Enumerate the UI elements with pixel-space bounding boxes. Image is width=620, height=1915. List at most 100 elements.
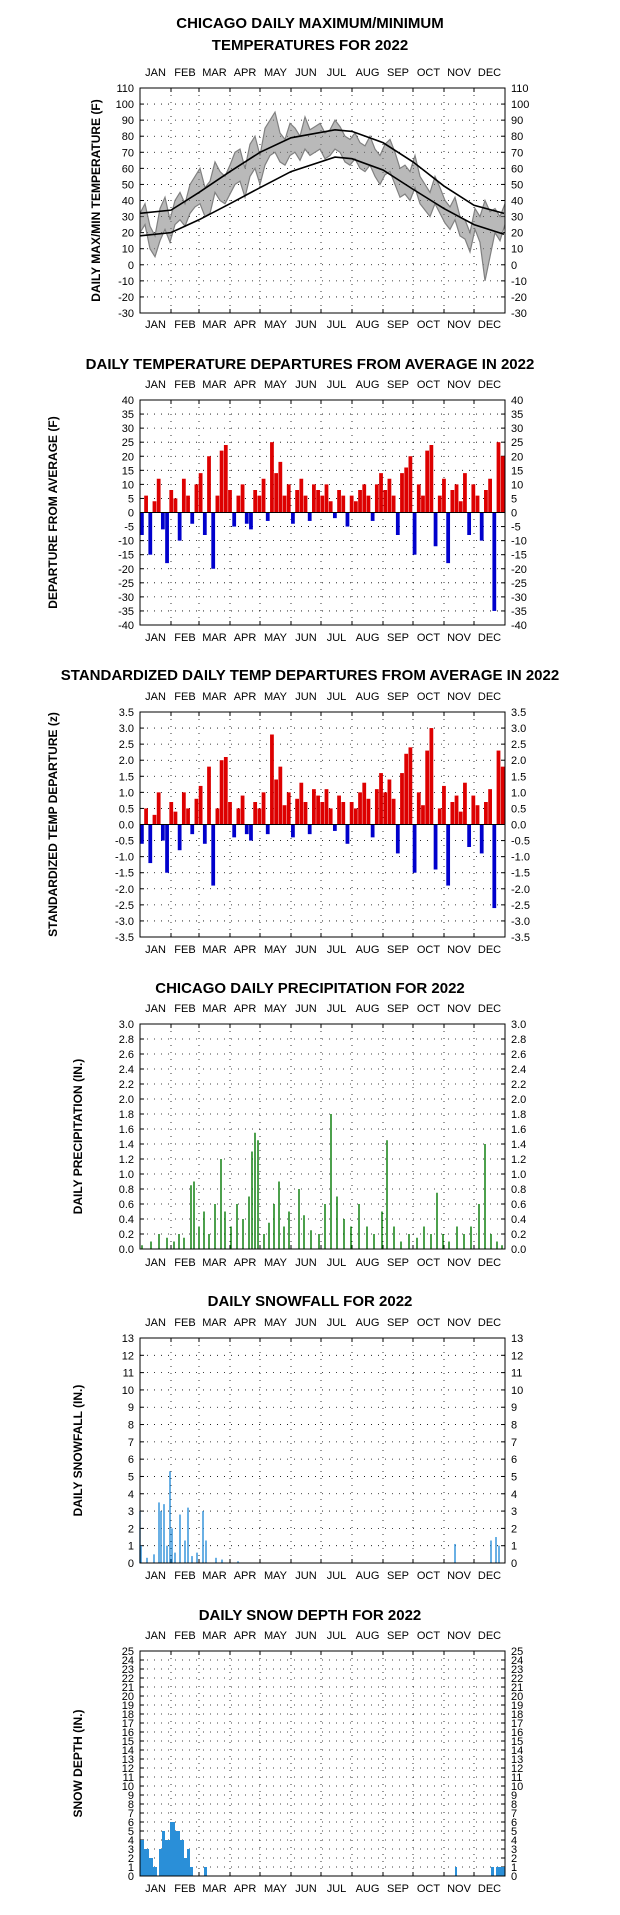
y-tick-label-left: -30 <box>118 308 134 320</box>
month-tick-label: JUN <box>295 944 316 956</box>
departure-bar <box>299 478 304 513</box>
y-tick-label-left: 2 <box>128 1523 134 1535</box>
y-tick-label-left: -20 <box>118 564 134 576</box>
y-tick-label-right: 0 <box>511 1558 517 1570</box>
y-tick-label-left: 8 <box>128 1799 134 1811</box>
y-tick-label-right: -25 <box>511 578 527 590</box>
departure-bar <box>270 734 274 825</box>
month-tick-label: JAN <box>145 1317 166 1329</box>
y-tick-label-right: 6 <box>511 1817 517 1829</box>
month-tick-label: JUL <box>327 1883 347 1895</box>
month-tick-label: MAR <box>202 1883 227 1895</box>
y-tick-label-right: 2.0 <box>511 1094 526 1106</box>
month-tick-label: JAN <box>145 632 166 644</box>
month-tick-label: JUL <box>327 1630 347 1642</box>
month-tick-label: DEC <box>478 632 501 644</box>
y-tick-label-right: 21 <box>511 1682 523 1694</box>
departure-bar <box>492 512 497 611</box>
y-tick-label-left: 14 <box>122 1745 134 1757</box>
y-tick-label-left: 2.4 <box>119 1064 134 1076</box>
departure-bar <box>186 495 190 513</box>
y-tick-label-right: 7 <box>511 1808 517 1820</box>
departure-bar <box>265 824 270 835</box>
month-tick-label: MAR <box>202 1630 227 1642</box>
y-tick-label-left: -5 <box>124 522 134 534</box>
month-tick-label: MAR <box>202 1257 227 1269</box>
chart-title: TEMPERATURES FOR 2022 <box>212 37 408 54</box>
departure-bar <box>282 495 287 513</box>
departure-bar <box>190 512 195 524</box>
y-tick-label-right: 2.8 <box>511 1034 526 1046</box>
y-tick-label-left: -15 <box>118 550 134 562</box>
departure-bar <box>374 484 379 513</box>
departure-bar <box>152 501 157 513</box>
departure-bar <box>165 824 169 873</box>
departure-bar <box>253 490 258 513</box>
y-tick-label-left: -30 <box>118 592 134 604</box>
y-tick-label-right: 0.4 <box>511 1214 526 1226</box>
month-tick-label: SEP <box>387 319 409 331</box>
y-tick-label-right: 3.0 <box>511 723 526 735</box>
month-tick-label: AUG <box>356 691 380 703</box>
month-tick-label: AUG <box>356 1003 380 1015</box>
month-tick-label: JUN <box>295 1570 316 1582</box>
y-tick-label-left: 16 <box>122 1727 134 1739</box>
y-tick-label-right: 3.5 <box>511 707 526 719</box>
month-tick-label: JAN <box>145 319 166 331</box>
month-tick-label: JUN <box>295 67 316 79</box>
month-tick-label: NOV <box>447 67 472 79</box>
month-tick-label: APR <box>234 1883 257 1895</box>
departure-bar <box>160 824 165 841</box>
departure-bar <box>181 478 186 513</box>
y-tick-label-right: 2.5 <box>511 739 526 751</box>
month-tick-label: MAR <box>202 1570 227 1582</box>
departure-bar <box>349 495 354 513</box>
departure-bar <box>219 450 224 513</box>
departure-bar <box>395 512 400 535</box>
departure-bar <box>295 798 300 825</box>
departure-bar <box>307 824 312 835</box>
y-tick-label-right: -0.5 <box>511 836 530 848</box>
chart-title: DAILY TEMPERATURE DEPARTURES FROM AVERAG… <box>86 356 535 373</box>
month-tick-label: MAY <box>264 379 288 391</box>
y-tick-label-right: 1.0 <box>511 787 526 799</box>
departure-bar <box>257 808 262 825</box>
month-tick-label: FEB <box>174 1630 195 1642</box>
snow-depth-bar <box>162 1831 165 1876</box>
y-tick-label-left: 6 <box>128 1454 134 1466</box>
month-tick-label: DEC <box>478 944 501 956</box>
month-tick-label: AUG <box>356 632 380 644</box>
y-tick-label-left: -1.0 <box>115 852 134 864</box>
month-tick-label: SEP <box>387 67 409 79</box>
y-tick-label-right: 3 <box>511 1844 517 1856</box>
y-tick-label-right: 9 <box>511 1402 517 1414</box>
month-tick-label: OCT <box>417 632 441 644</box>
snow-depth-bar <box>180 1840 184 1876</box>
departure-bar <box>291 824 295 838</box>
y-tick-label-right: 20 <box>511 1691 523 1703</box>
departure-bar <box>181 792 186 825</box>
month-tick-label: NOV <box>447 379 472 391</box>
month-tick-label: NOV <box>447 1883 472 1895</box>
y-tick-label-right: 35 <box>511 409 523 421</box>
month-tick-label: JUN <box>295 1003 316 1015</box>
month-tick-label: FEB <box>174 632 195 644</box>
departure-bar <box>223 445 228 513</box>
month-tick-label: DEC <box>478 1257 501 1269</box>
month-tick-label: SEP <box>387 1570 409 1582</box>
snow-depth-bar <box>153 1867 157 1876</box>
y-tick-label-left: 0.5 <box>119 803 134 815</box>
departure-bar <box>324 484 329 513</box>
y-tick-label-left: 7 <box>128 1808 134 1820</box>
month-tick-label: NOV <box>447 1317 472 1329</box>
chart-title: DAILY SNOWFALL FOR 2022 <box>208 1293 413 1310</box>
y-tick-label-left: 19 <box>122 1700 134 1712</box>
y-tick-label-right: 110 <box>511 83 529 95</box>
y-tick-label-left: 11 <box>123 1772 134 1784</box>
departure-bar <box>303 495 308 513</box>
departure-bar <box>412 512 417 555</box>
departure-bar <box>169 802 174 825</box>
y-tick-label-left: 9 <box>128 1790 134 1802</box>
departure-bar <box>320 802 325 825</box>
y-tick-label-left: 2.6 <box>119 1049 134 1061</box>
